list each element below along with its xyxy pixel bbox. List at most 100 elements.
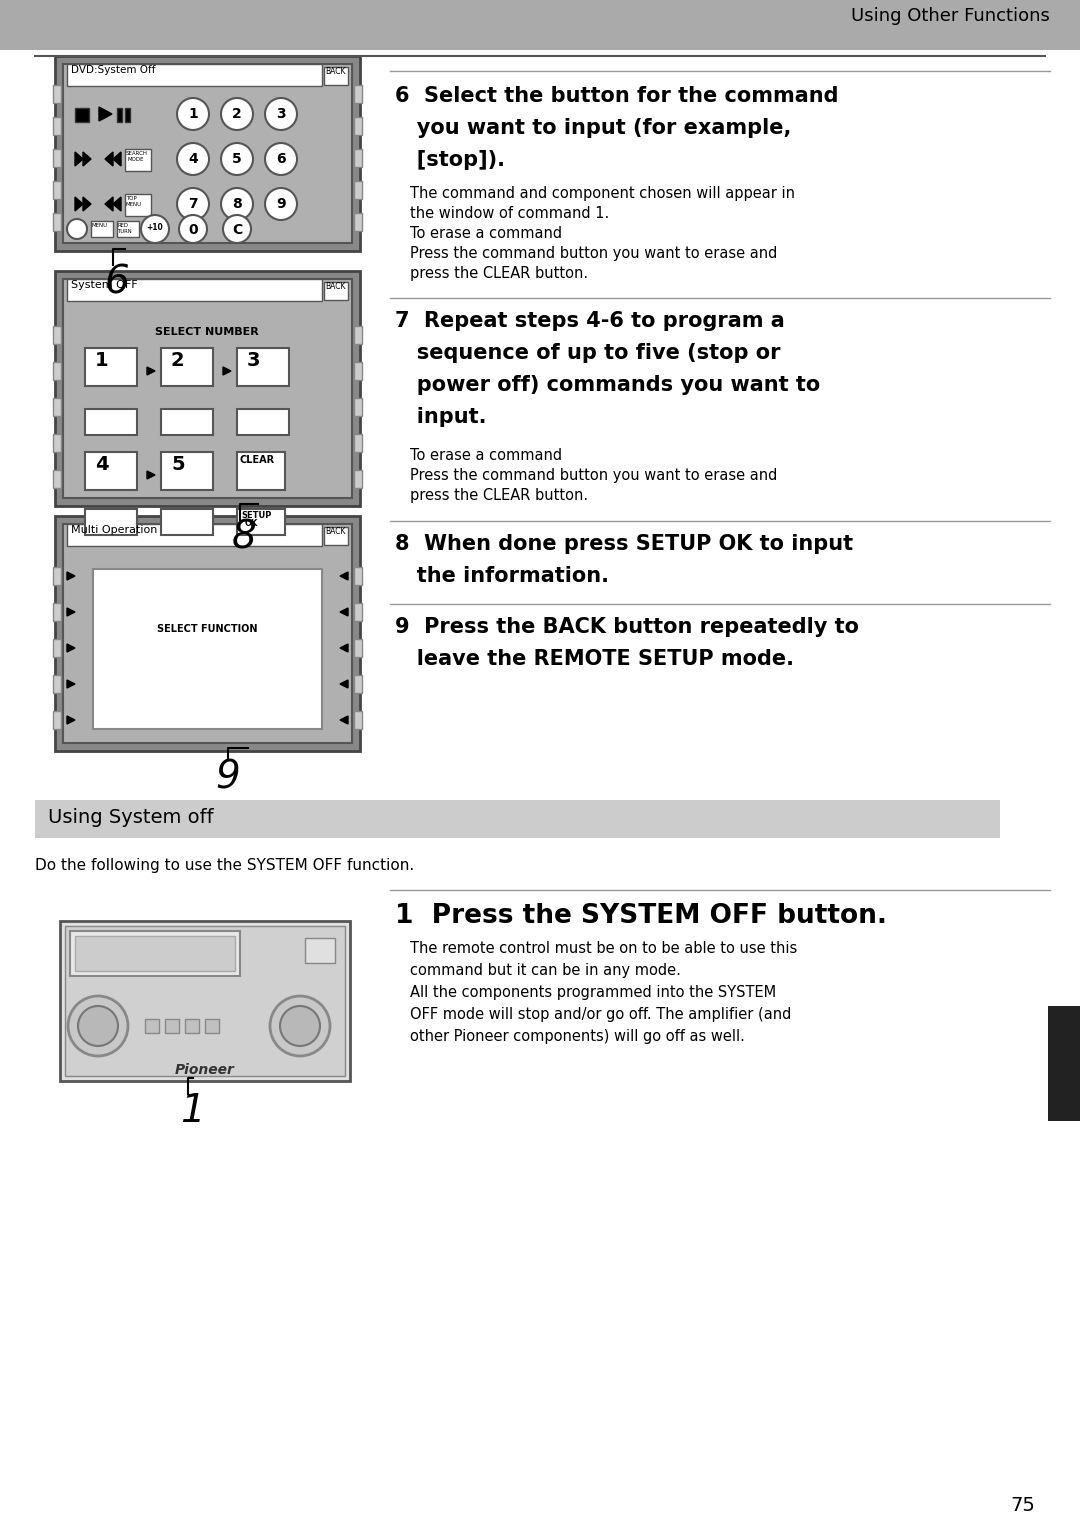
FancyBboxPatch shape <box>53 182 60 198</box>
Ellipse shape <box>265 188 297 220</box>
FancyBboxPatch shape <box>85 452 137 490</box>
Text: 5: 5 <box>232 153 242 166</box>
Polygon shape <box>340 716 348 723</box>
Polygon shape <box>113 153 121 166</box>
Polygon shape <box>67 607 75 617</box>
Text: RED: RED <box>118 223 129 227</box>
Polygon shape <box>99 107 112 121</box>
Text: Multi Operation: Multi Operation <box>71 525 158 536</box>
FancyBboxPatch shape <box>354 362 362 380</box>
Text: SELECT FUNCTION: SELECT FUNCTION <box>157 624 257 633</box>
Polygon shape <box>83 153 91 166</box>
Text: 8  When done press SETUP OK to input: 8 When done press SETUP OK to input <box>395 534 853 554</box>
Text: [stop]).: [stop]). <box>395 150 505 169</box>
Text: 1: 1 <box>95 351 109 369</box>
Text: the information.: the information. <box>395 566 609 586</box>
FancyBboxPatch shape <box>185 1019 199 1033</box>
Polygon shape <box>67 572 75 580</box>
Ellipse shape <box>177 98 210 130</box>
Text: TOP: TOP <box>126 195 137 201</box>
FancyBboxPatch shape <box>53 639 60 658</box>
Polygon shape <box>340 572 348 580</box>
FancyBboxPatch shape <box>354 470 362 488</box>
Text: SELECT NUMBER: SELECT NUMBER <box>156 327 259 337</box>
Polygon shape <box>83 197 91 211</box>
FancyBboxPatch shape <box>53 327 60 343</box>
Ellipse shape <box>265 143 297 175</box>
Text: 9  Press the BACK button repeatedly to: 9 Press the BACK button repeatedly to <box>395 617 859 636</box>
FancyBboxPatch shape <box>53 85 60 102</box>
Text: 3: 3 <box>276 107 286 121</box>
Ellipse shape <box>221 143 253 175</box>
Text: 1: 1 <box>180 1093 205 1129</box>
FancyBboxPatch shape <box>324 67 348 85</box>
Text: To erase a command: To erase a command <box>410 449 562 462</box>
Text: All the components programmed into the SYSTEM: All the components programmed into the S… <box>410 984 777 1000</box>
Ellipse shape <box>280 1006 320 1045</box>
FancyBboxPatch shape <box>305 938 335 963</box>
FancyBboxPatch shape <box>53 118 60 134</box>
FancyBboxPatch shape <box>354 182 362 198</box>
FancyBboxPatch shape <box>53 603 60 621</box>
FancyBboxPatch shape <box>205 1019 219 1033</box>
FancyBboxPatch shape <box>237 348 289 386</box>
FancyBboxPatch shape <box>237 510 285 536</box>
Polygon shape <box>113 197 121 211</box>
Polygon shape <box>340 681 348 688</box>
Text: 5: 5 <box>171 455 185 475</box>
FancyBboxPatch shape <box>63 279 352 497</box>
FancyBboxPatch shape <box>75 108 89 122</box>
FancyBboxPatch shape <box>55 56 360 250</box>
Text: Do the following to use the SYSTEM OFF function.: Do the following to use the SYSTEM OFF f… <box>35 858 415 873</box>
FancyBboxPatch shape <box>1048 1006 1080 1122</box>
Text: MENU: MENU <box>126 201 143 208</box>
FancyBboxPatch shape <box>53 674 60 693</box>
Text: To erase a command: To erase a command <box>410 226 562 241</box>
Text: OK: OK <box>245 519 258 528</box>
Ellipse shape <box>78 1006 118 1045</box>
FancyBboxPatch shape <box>60 922 350 1080</box>
FancyBboxPatch shape <box>53 470 60 488</box>
Text: 1  Press the SYSTEM OFF button.: 1 Press the SYSTEM OFF button. <box>395 903 887 929</box>
Polygon shape <box>222 366 231 375</box>
Polygon shape <box>340 607 348 617</box>
Polygon shape <box>75 197 83 211</box>
FancyBboxPatch shape <box>161 452 213 490</box>
Polygon shape <box>340 644 348 652</box>
FancyBboxPatch shape <box>67 523 322 546</box>
Ellipse shape <box>221 188 253 220</box>
Polygon shape <box>67 644 75 652</box>
Ellipse shape <box>265 98 297 130</box>
FancyBboxPatch shape <box>354 118 362 134</box>
Text: Using Other Functions: Using Other Functions <box>851 8 1050 24</box>
Text: 8: 8 <box>232 197 242 211</box>
FancyBboxPatch shape <box>70 931 240 977</box>
Text: Press the command button you want to erase and: Press the command button you want to era… <box>410 468 778 484</box>
FancyBboxPatch shape <box>237 409 289 435</box>
Ellipse shape <box>270 996 330 1056</box>
FancyBboxPatch shape <box>0 0 1080 50</box>
Text: The command and component chosen will appear in: The command and component chosen will ap… <box>410 186 795 201</box>
Text: 6: 6 <box>105 262 130 301</box>
FancyBboxPatch shape <box>55 516 360 751</box>
FancyBboxPatch shape <box>125 108 130 122</box>
Text: DVD:System Off: DVD:System Off <box>71 66 156 75</box>
FancyBboxPatch shape <box>354 433 362 452</box>
FancyBboxPatch shape <box>125 150 151 171</box>
FancyBboxPatch shape <box>53 711 60 729</box>
FancyBboxPatch shape <box>324 282 348 301</box>
FancyBboxPatch shape <box>117 221 139 237</box>
Text: CLEAR: CLEAR <box>239 455 274 465</box>
Text: 6  Select the button for the command: 6 Select the button for the command <box>395 85 838 105</box>
FancyBboxPatch shape <box>117 108 122 122</box>
FancyBboxPatch shape <box>67 279 322 301</box>
Text: MENU: MENU <box>92 223 108 227</box>
FancyBboxPatch shape <box>354 603 362 621</box>
Text: command but it can be in any mode.: command but it can be in any mode. <box>410 963 680 978</box>
Text: 75: 75 <box>1010 1495 1035 1515</box>
Polygon shape <box>147 366 156 375</box>
FancyBboxPatch shape <box>354 674 362 693</box>
Text: Press the command button you want to erase and: Press the command button you want to era… <box>410 246 778 261</box>
Text: MODE: MODE <box>129 157 145 162</box>
FancyBboxPatch shape <box>85 348 137 386</box>
